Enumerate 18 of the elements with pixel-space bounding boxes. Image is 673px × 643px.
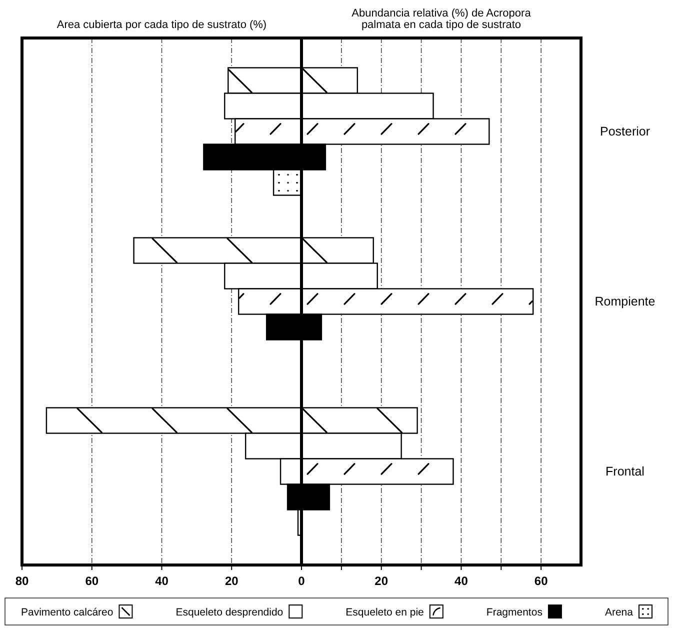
x-tick-label: 40 [155,574,169,588]
legend-label: Fragmentos [486,606,542,618]
x-tick-label: 60 [85,574,99,588]
y-tick-label: Frontal [606,464,644,478]
x-tick-label: 0 [298,574,306,588]
chart-title: Area cubierta por cada tipo de sustrato (%) [56,19,267,31]
legend-label: Esqueleto en pie [346,606,424,618]
chart-title: Abundancia relativa (%) de Acropora palmata en cada tipo de sustrato [352,8,532,31]
legend-label: Arena [604,606,634,618]
x-tick-label: 20 [374,574,388,588]
x-tick-label: 80 [15,574,29,588]
x-tick-label: 20 [224,574,239,588]
legend-label: Esqueleto desprendido [176,606,284,618]
y-tick-label: Posterior [600,124,650,138]
x-tick-label: 40 [454,574,468,588]
y-tick-label: Rompiente [594,294,656,308]
legend-label: Pavimento calcáreo [21,606,114,618]
x-tick-label: 60 [534,574,548,588]
